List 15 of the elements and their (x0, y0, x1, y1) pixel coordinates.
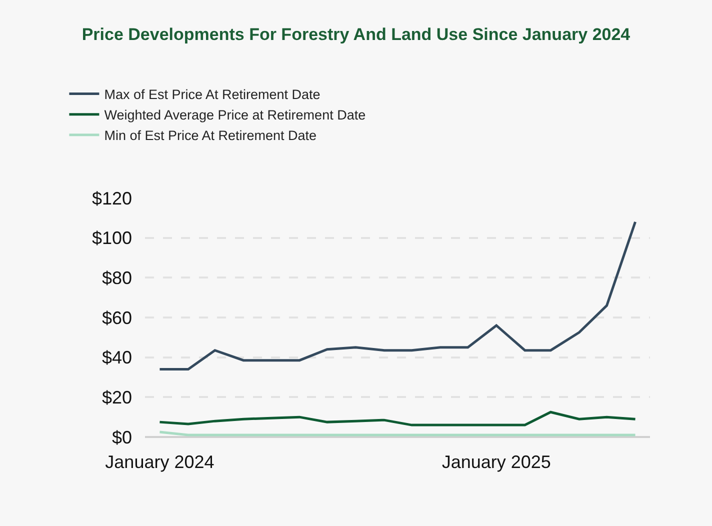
y-tick-label: $60 (102, 308, 132, 328)
y-tick-label: $80 (102, 268, 132, 288)
legend-label: Min of Est Price At Retirement Date (104, 128, 317, 144)
line-series (158, 220, 637, 371)
y-tick-label: $120 (92, 188, 132, 208)
x-tick-label: January 2025 (442, 452, 551, 472)
line-series (158, 410, 637, 426)
x-tick-label: January 2024 (105, 452, 214, 472)
y-tick-label: $100 (92, 228, 132, 248)
chart-title: Price Developments For Forestry And Land Use Since January 2024 (82, 25, 631, 44)
legend-label: Weighted Average Price at Retirement Date (104, 108, 366, 123)
y-tick-label: $20 (102, 387, 132, 408)
legend-label: Max of Est Price At Retirement Date (104, 87, 320, 102)
y-tick-label: $40 (102, 348, 132, 368)
y-tick-label: $0 (112, 427, 132, 448)
